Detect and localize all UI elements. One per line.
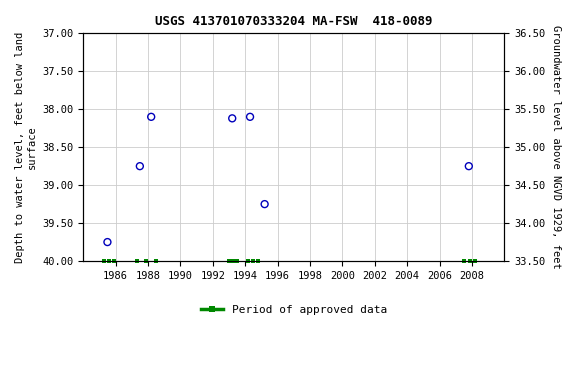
Point [146,114,156,120]
Point [260,201,269,207]
Legend: Period of approved data: Period of approved data [196,300,392,319]
Y-axis label: Depth to water level, feet below land
surface: Depth to water level, feet below land su… [15,31,37,263]
Point [245,114,255,120]
Point [228,115,237,121]
Point [103,239,112,245]
Y-axis label: Groundwater level above NGVD 1929, feet: Groundwater level above NGVD 1929, feet [551,25,561,269]
Point [464,163,473,169]
Point [135,163,145,169]
Title: USGS 413701070333204 MA-FSW  418-0089: USGS 413701070333204 MA-FSW 418-0089 [155,15,433,28]
